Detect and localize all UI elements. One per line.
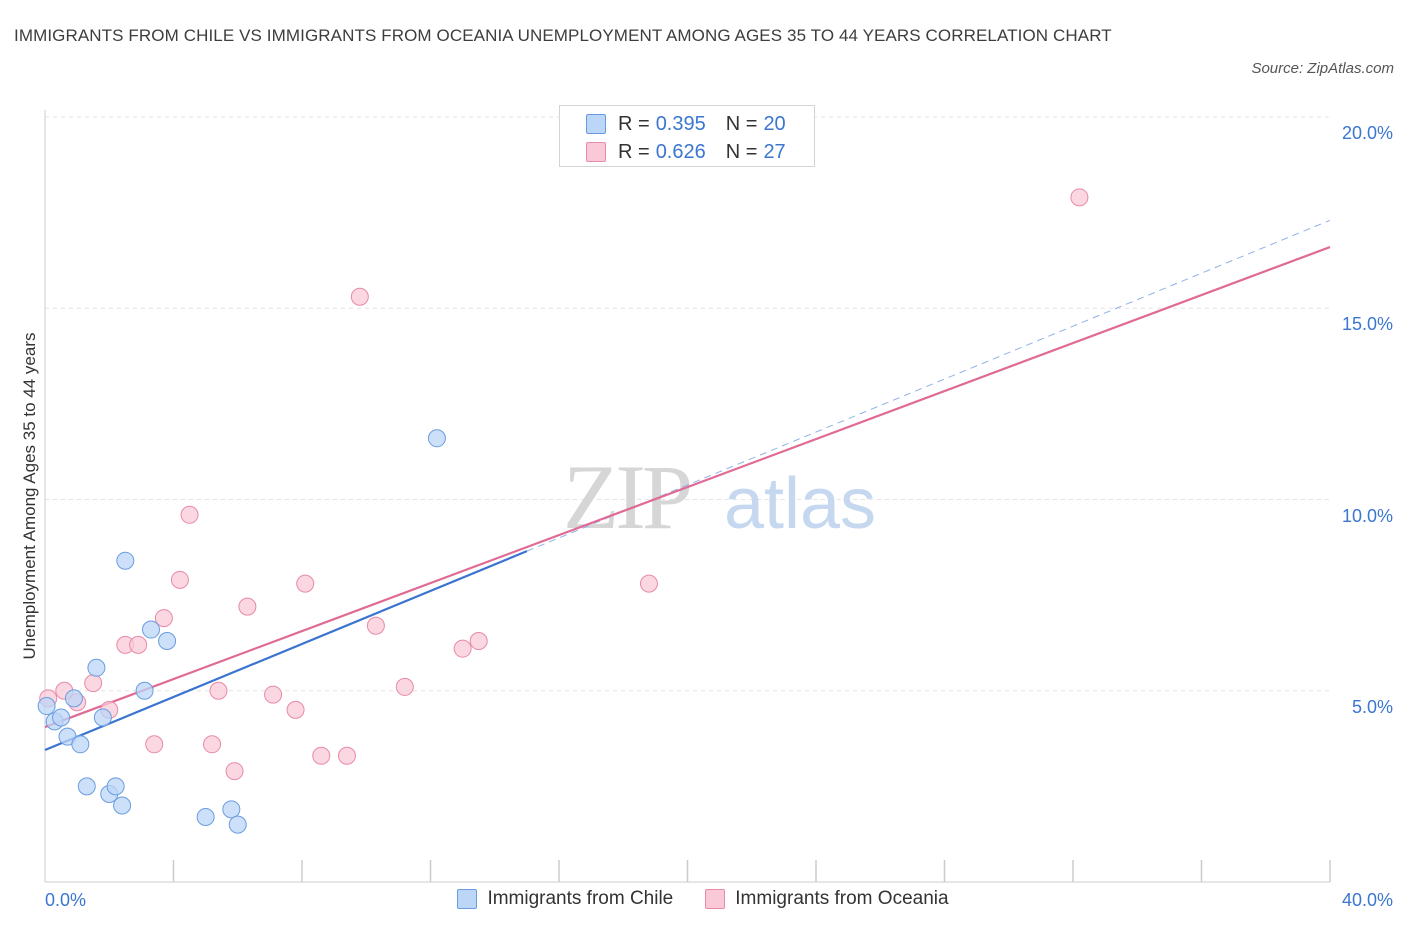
- chile-point: [77, 777, 96, 796]
- chile-point: [228, 815, 247, 834]
- y-axis-label: Unemployment Among Ages 35 to 44 years: [20, 332, 39, 660]
- chart-source: Source: ZipAtlas.com: [1251, 60, 1394, 77]
- oceania-point: [170, 570, 189, 589]
- correlation-legend: R = 0.395 N = 20 R = 0.626 N = 27: [559, 105, 815, 167]
- oceania-point: [469, 632, 488, 651]
- chile-point: [52, 708, 71, 727]
- oceania-point: [1070, 188, 1089, 207]
- oceania-n-value: 27: [763, 140, 786, 163]
- legend-item-chile[interactable]: Immigrants from Chile: [457, 888, 673, 910]
- watermark: ZIP atlas: [563, 446, 876, 548]
- oceania-point: [286, 700, 305, 719]
- oceania-point: [395, 677, 414, 696]
- oceania-point: [238, 597, 257, 616]
- trend-layer: [44, 219, 1331, 752]
- oceania-point: [296, 574, 315, 593]
- oceania-legend-swatch: [705, 889, 726, 909]
- oceania-swatch: [586, 142, 606, 162]
- chile-point: [106, 777, 125, 796]
- chile-point: [93, 708, 112, 727]
- oceania-point: [453, 639, 472, 658]
- legend-row-chile: R = 0.395 N = 20: [586, 111, 786, 137]
- chile-point: [142, 620, 161, 639]
- watermark-zip: ZIP: [563, 446, 690, 548]
- legend-row-oceania: R = 0.626 N = 27: [586, 139, 786, 165]
- oceania-point: [203, 735, 222, 754]
- y-tick-label: 15.0%: [1341, 314, 1393, 335]
- chile-r-label: R =: [618, 112, 650, 135]
- chile-trend-line: [44, 550, 528, 752]
- chile-point: [116, 551, 135, 570]
- oceania-point: [264, 685, 283, 704]
- y-tick-label: 10.0%: [1341, 505, 1393, 526]
- oceania-n-label: N =: [725, 140, 758, 163]
- series-legend: Immigrants from Chile Immigrants from Oc…: [0, 888, 1406, 910]
- oceania-point: [337, 746, 356, 765]
- chile-point: [158, 632, 177, 651]
- watermark-atlas: atlas: [724, 464, 876, 544]
- oceania-r-label: R =: [618, 140, 650, 163]
- oceania-point: [145, 735, 164, 754]
- oceania-point: [209, 681, 228, 700]
- x-tick-label: 40.0%: [1341, 890, 1393, 910]
- chile-point: [71, 735, 90, 754]
- chile-point: [135, 681, 154, 700]
- oceania-point: [154, 609, 173, 628]
- chile-swatch: [586, 114, 606, 134]
- legend-item-oceania[interactable]: Immigrants from Oceania: [705, 888, 949, 910]
- oceania-point: [180, 505, 199, 524]
- chile-point: [427, 429, 446, 448]
- points-layer: [37, 188, 1089, 834]
- chile-point: [37, 697, 56, 716]
- chile-legend-label: Immigrants from Chile: [487, 888, 674, 909]
- chile-point: [196, 807, 215, 826]
- chile-r-value: 0.395: [655, 112, 706, 135]
- chile-point: [113, 796, 132, 815]
- chile-point: [222, 800, 241, 819]
- oceania-point: [129, 635, 148, 654]
- chile-n-label: N =: [725, 112, 758, 135]
- oceania-point: [366, 616, 385, 635]
- y-tick-label: 5.0%: [1351, 696, 1393, 717]
- oceania-point: [312, 746, 331, 765]
- x-tick-label: 0.0%: [45, 890, 87, 910]
- oceania-point: [639, 574, 658, 593]
- oceania-r-value: 0.626: [655, 140, 706, 163]
- chile-legend-swatch: [457, 889, 478, 909]
- oceania-legend-label: Immigrants from Oceania: [735, 888, 949, 909]
- oceania-point: [84, 674, 103, 693]
- grid-layer: [45, 116, 1330, 692]
- chile-point: [64, 689, 83, 708]
- oceania-trend-line: [44, 246, 1331, 729]
- chile-n-value: 20: [763, 112, 786, 135]
- chile-point: [87, 658, 106, 677]
- axis-layer: [44, 110, 1331, 883]
- chart-title: IMMIGRANTS FROM CHILE VS IMMIGRANTS FROM…: [14, 26, 1112, 45]
- y-tick-label: 20.0%: [1341, 123, 1393, 143]
- oceania-point: [225, 762, 244, 781]
- oceania-point: [350, 287, 369, 306]
